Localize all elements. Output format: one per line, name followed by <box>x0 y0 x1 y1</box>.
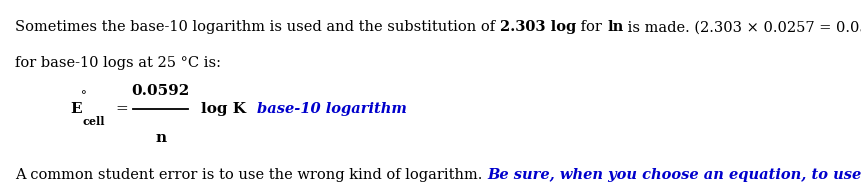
Text: A common student error is to use the wrong kind of logarithm.: A common student error is to use the wro… <box>15 168 487 182</box>
Text: 0.0592: 0.0592 <box>132 84 189 98</box>
Text: n: n <box>155 131 166 145</box>
Text: Sometimes the base-10 logarithm is used and the substitution of: Sometimes the base-10 logarithm is used … <box>15 20 500 34</box>
Text: base-10 logarithm: base-10 logarithm <box>257 102 406 116</box>
Text: Be sure, when you choose an equation, to use the correct logarithm.: Be sure, when you choose an equation, to… <box>487 168 861 182</box>
Text: for base-10 logs at 25 °C is:: for base-10 logs at 25 °C is: <box>15 56 221 70</box>
Text: log K: log K <box>201 102 245 116</box>
Text: is made. (2.303 × 0.0257 = 0.0592)  Then, the equation: is made. (2.303 × 0.0257 = 0.0592) Then,… <box>623 20 861 35</box>
Text: =: = <box>115 102 128 116</box>
Text: 2.303 log: 2.303 log <box>500 20 577 34</box>
Text: °: ° <box>81 90 87 103</box>
Text: cell: cell <box>83 116 105 127</box>
Text: E: E <box>71 102 83 116</box>
Text: ln: ln <box>607 20 623 34</box>
Text: for: for <box>577 20 607 34</box>
